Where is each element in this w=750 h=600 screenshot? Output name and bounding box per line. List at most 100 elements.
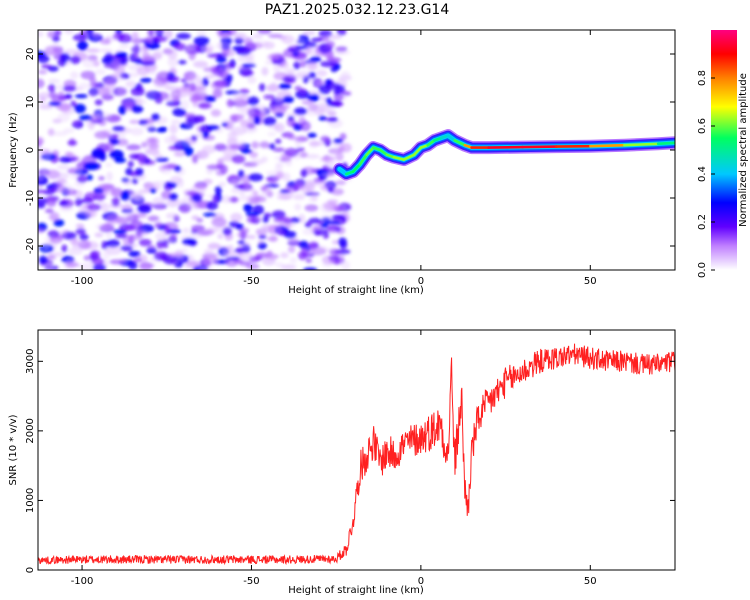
spectrogram-x-label: Height of straight line (km) [288,285,424,296]
noise-blob [303,123,311,129]
noise-blob [96,192,105,202]
noise-blob [138,156,146,166]
noise-blob [192,97,199,108]
noise-blob [59,53,71,62]
x-tick-label: 50 [584,576,597,587]
noise-blob [341,210,350,216]
noise-blob [98,48,113,53]
noise-blob [120,245,133,252]
noise-blob [132,52,140,59]
signal-trace-core [521,145,558,149]
noise-blob [239,227,250,234]
noise-blob [325,51,334,60]
noise-blob [310,56,322,63]
noise-blob [136,229,147,236]
noise-blob [212,194,219,204]
noise-blob [94,99,103,106]
noise-blob [272,147,285,152]
noise-blob [174,165,182,172]
noise-blob [238,169,245,178]
signal-trace-core [446,134,457,142]
noise-blob [282,172,291,182]
noise-blob [221,245,233,256]
noise-blob [130,220,143,229]
noise-blob [47,78,61,84]
noise-blob [226,74,233,82]
noise-blob [329,205,346,212]
noise-blob [63,128,75,134]
noise-blob [126,144,141,151]
noise-blob [260,191,274,196]
noise-blob [90,150,106,159]
noise-blob [269,143,276,150]
signal-trace-core [487,145,524,149]
noise-blob [133,192,144,201]
noise-blob [252,33,264,39]
noise-blob [92,263,107,270]
snr-x-label: Height of straight line (km) [288,585,424,596]
noise-blob [282,95,294,104]
noise-blob [97,183,114,190]
noise-blob [81,197,93,204]
noise-blob [38,137,43,147]
noise-blob [85,30,94,37]
noise-blob [331,214,346,220]
noise-blob [333,138,344,144]
noise-blob [206,201,219,211]
noise-blob [210,109,222,117]
noise-blob [266,84,280,92]
noise-blob [234,32,247,40]
noise-blob [78,240,91,250]
noise-blob [114,157,126,164]
noise-blob [147,30,155,37]
noise-blob [69,156,80,162]
noise-blob [145,148,160,155]
noise-blob [281,34,295,45]
noise-blob [147,244,156,249]
noise-blob [153,50,164,58]
noise-blob [292,185,299,191]
noise-blob [38,227,46,234]
noise-blob [75,228,86,235]
noise-blob [269,235,278,242]
noise-blob [336,30,347,36]
noise-blob [229,114,245,119]
noise-blob [261,156,268,163]
noise-blob [129,153,140,160]
signal-trace-core [378,148,389,157]
noise-blob [302,30,316,36]
x-tick-label: 0 [418,276,424,287]
noise-blob [309,93,320,102]
noise-blob [133,258,143,263]
noise-blob [305,258,312,264]
noise-blob [251,141,259,149]
y-tick-label: -10 [25,190,36,206]
noise-blob [154,222,164,229]
noise-blob [300,169,308,178]
noise-blob [325,82,341,90]
noise-blob [321,35,330,43]
noise-blob [302,228,316,235]
noise-blob [261,66,269,76]
noise-blob [112,72,125,82]
noise-blob [326,160,334,169]
noise-blob [155,157,169,162]
noise-blob [321,172,335,178]
noise-blob [70,71,79,79]
noise-blob [149,188,157,194]
noise-blob [240,149,253,154]
noise-blob [328,228,338,234]
snr-series-line [38,343,675,566]
noise-blob [152,196,166,207]
noise-blob [193,115,206,123]
signal-trace-core [392,155,406,161]
noise-blob [56,178,68,185]
noise-blob [250,159,264,166]
signal-trace-core [402,153,416,161]
y-tick-label: 2000 [25,418,36,443]
noise-blob [204,248,213,256]
noise-blob [118,105,127,115]
noise-blob [125,80,136,88]
noise-blob [98,176,105,181]
noise-blob [286,118,296,127]
